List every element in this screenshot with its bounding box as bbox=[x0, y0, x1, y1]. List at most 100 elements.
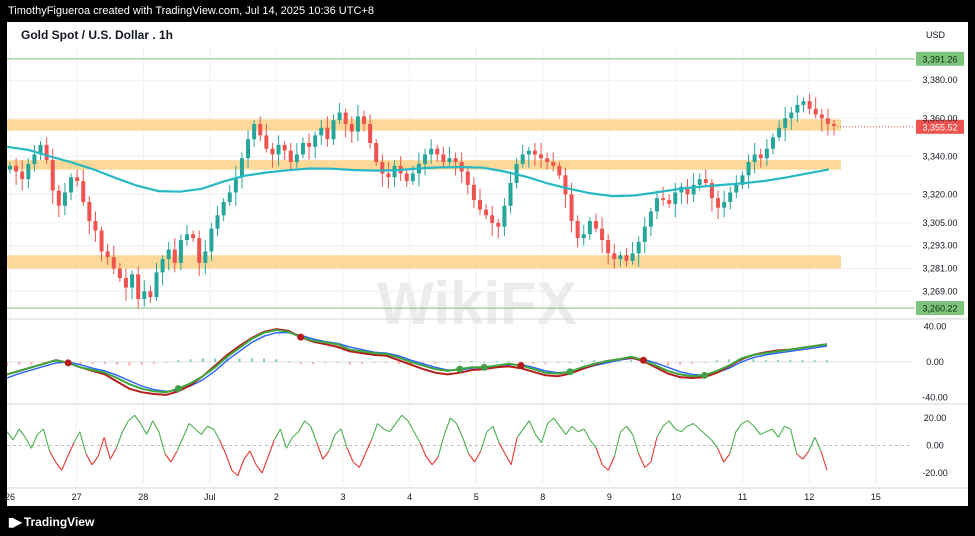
osc-line-segment bbox=[352, 461, 360, 468]
y-tick-label: 3,269.00 bbox=[922, 286, 957, 296]
osc-line-segment bbox=[498, 442, 506, 455]
macd-histogram-bar bbox=[116, 362, 119, 365]
osc-line-segment bbox=[328, 434, 336, 452]
chart-title: Gold Spot / U.S. Dollar . 1h bbox=[21, 28, 173, 42]
candle-body bbox=[355, 116, 360, 132]
osc-line-segment bbox=[528, 420, 536, 435]
price-zone bbox=[7, 255, 841, 269]
candle-body bbox=[447, 158, 452, 163]
candle-body bbox=[93, 220, 98, 231]
osc-line-segment bbox=[346, 448, 354, 463]
macd-histogram-bar bbox=[630, 360, 633, 362]
osc-line-segment bbox=[170, 450, 178, 463]
candle-body bbox=[477, 200, 482, 210]
macd-histogram-bar bbox=[165, 362, 168, 363]
chart-svg[interactable]: WikiFX 3,391.26 3,355.52 3,260.22 3,380.00… bbox=[5, 22, 968, 506]
candle-body bbox=[294, 154, 299, 163]
candle-body bbox=[123, 278, 128, 288]
osc-line-segment bbox=[559, 425, 567, 435]
macd-histogram-bar bbox=[581, 360, 584, 362]
macd-histogram-bar bbox=[728, 359, 731, 362]
chart-panel[interactable]: WikiFX 3,391.26 3,355.52 3,260.22 3,380.00… bbox=[5, 22, 968, 506]
osc-line-segment bbox=[249, 450, 257, 465]
candle-body bbox=[26, 163, 31, 180]
candle-body bbox=[825, 118, 830, 124]
osc-line-segment bbox=[674, 428, 682, 433]
candle-body bbox=[142, 291, 147, 299]
candle-body bbox=[764, 148, 769, 159]
osc-line-segment bbox=[540, 423, 549, 443]
moving-average-path bbox=[6, 145, 830, 198]
candle-body bbox=[551, 162, 556, 166]
candle-body bbox=[87, 201, 92, 221]
osc-line-segment bbox=[771, 428, 779, 438]
macd-histogram-bar bbox=[238, 358, 241, 362]
candle-body bbox=[185, 234, 190, 241]
macd-histogram-bar bbox=[103, 362, 106, 364]
osc-line-segment bbox=[583, 428, 591, 441]
candle-body bbox=[221, 201, 226, 216]
candle-body bbox=[600, 228, 605, 241]
osc-line-segment bbox=[389, 423, 397, 433]
osc-line-segment bbox=[30, 434, 38, 449]
x-tick-label: 28 bbox=[138, 492, 148, 502]
candle-body bbox=[62, 192, 67, 206]
y-tick-label: 3,305.00 bbox=[922, 218, 957, 228]
candle-body bbox=[8, 165, 12, 170]
candle-body bbox=[14, 165, 19, 172]
candle-body bbox=[191, 234, 196, 239]
osc-line-segment bbox=[492, 426, 500, 443]
macd-histogram-bar bbox=[691, 362, 694, 364]
footer-bar: ▮▶ TradingView bbox=[0, 508, 975, 536]
osc-line-segment bbox=[225, 453, 233, 471]
x-tick-label: 2 bbox=[274, 492, 279, 502]
osc-line-segment bbox=[261, 456, 269, 474]
macd-cross-dot bbox=[517, 362, 525, 370]
candle-body bbox=[404, 173, 409, 182]
osc-line-segment bbox=[49, 450, 57, 463]
osc-line-segment bbox=[553, 417, 561, 427]
candle-body bbox=[343, 112, 348, 124]
candle-body bbox=[75, 177, 80, 182]
osc-line-segment bbox=[699, 428, 706, 435]
candle-body bbox=[300, 143, 305, 155]
candle-body bbox=[587, 220, 592, 235]
candle-body bbox=[593, 220, 598, 229]
y-tick-label: 3,320.00 bbox=[922, 189, 957, 199]
candle-body bbox=[740, 175, 745, 185]
axes: 3,380.00 3,360.00 3,340.00 3,320.00 3,305.00… bbox=[5, 75, 958, 502]
x-tick-label: 15 bbox=[871, 492, 881, 502]
macd-histogram-bar bbox=[471, 361, 474, 363]
macd-histogram-bar bbox=[544, 362, 547, 364]
macd-histogram-bar bbox=[826, 360, 828, 362]
candle-body bbox=[539, 154, 544, 159]
candle-body bbox=[630, 253, 635, 261]
osc-line-segment bbox=[401, 414, 409, 422]
macd-third-line bbox=[6, 328, 828, 396]
osc-line-segment bbox=[322, 450, 330, 460]
macd-histogram-bar bbox=[348, 362, 351, 365]
tradingview-logo[interactable]: ▮▶ TradingView bbox=[8, 515, 94, 529]
macd-histogram-bar bbox=[507, 361, 510, 363]
osc-line-segment bbox=[656, 425, 664, 438]
candle-body bbox=[667, 200, 672, 204]
osc-line-segment bbox=[595, 448, 603, 465]
candle-body bbox=[239, 158, 244, 178]
osc-line-segment bbox=[73, 431, 81, 444]
osc-line-segment bbox=[753, 425, 761, 435]
osc-line-segment bbox=[140, 423, 148, 435]
macd-histogram-bar bbox=[397, 362, 400, 364]
macd-histogram-bar bbox=[568, 362, 571, 363]
osc-line-segment bbox=[267, 439, 275, 457]
osc-line-segment bbox=[194, 428, 202, 435]
macd-cross-dot bbox=[456, 365, 464, 373]
osc-line-segment bbox=[638, 453, 646, 468]
macd-y-tick-label: 0.00 bbox=[926, 357, 944, 367]
osc-line-segment bbox=[802, 450, 810, 460]
osc-line-segment bbox=[42, 428, 51, 452]
osc-line-segment bbox=[134, 414, 142, 424]
osc-line-segment bbox=[741, 420, 749, 425]
macd-histogram-bar bbox=[801, 360, 804, 362]
macd-histogram-bar bbox=[385, 362, 388, 363]
osc-line-segment bbox=[680, 425, 688, 433]
